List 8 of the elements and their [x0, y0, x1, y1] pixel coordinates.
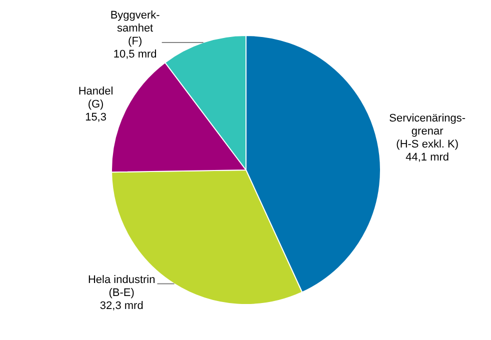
- data-label: 32,3 mrd: [100, 300, 144, 312]
- data-label: 44,1 mrd: [406, 151, 450, 164]
- slice-label: Servicenärings- grenar (H-S exkl. K): [389, 112, 466, 150]
- slice-label: Handel (G): [78, 86, 114, 111]
- data-label: 10,5 mrd: [113, 48, 157, 61]
- slice-label: Byggverk- samhet (F): [110, 10, 160, 48]
- data-label: 15,3: [85, 112, 106, 124]
- slice-label: Hela industrin (B-E): [88, 274, 156, 299]
